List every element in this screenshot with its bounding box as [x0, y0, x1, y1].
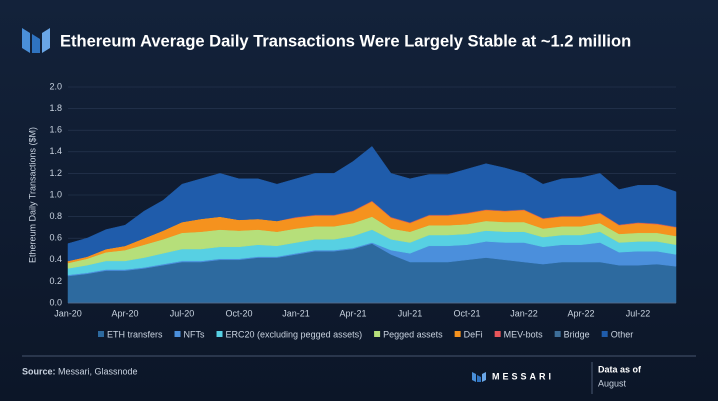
x-tick-label: Oct-21: [453, 308, 480, 318]
x-tick-label: Oct-20: [225, 308, 252, 318]
legend-label: NFTs: [184, 329, 205, 339]
legend-item: Other: [601, 329, 634, 339]
date-note: Data as of: [598, 364, 642, 374]
legend-swatch: [554, 331, 561, 337]
legend-label: Pegged assets: [383, 329, 443, 339]
chart-title: Ethereum Average Daily Transactions Were…: [60, 32, 631, 50]
brand: MESSARI: [492, 371, 554, 381]
legend-swatch: [374, 331, 381, 337]
y-tick-label: 1.6: [49, 125, 62, 135]
legend-label: ETH transfers: [107, 329, 163, 339]
source: Messari, Glassnode: [58, 366, 138, 376]
area: [67, 146, 677, 262]
legend-swatch: [98, 331, 104, 337]
x-tick-label: Jul-21: [398, 308, 423, 318]
legend-swatch: [174, 331, 181, 337]
y-axis-label: Ethereum Daily Transactions ($M): [27, 127, 37, 263]
y-tick-label: 1.4: [49, 146, 62, 156]
x-tick-label: Jan-21: [282, 308, 310, 318]
legend-item: Bridge: [554, 329, 590, 339]
legend-swatch: [454, 331, 461, 337]
x-tick-label: Apr-20: [111, 308, 138, 318]
legend-label: DeFi: [464, 329, 483, 339]
legend-swatch: [216, 331, 223, 337]
legend-item: MEV-bots: [494, 329, 544, 339]
y-tick-label: 1.0: [49, 189, 62, 199]
x-tick-label: Jan-20: [54, 308, 82, 318]
x-tick-label: Apr-21: [339, 308, 366, 318]
legend-item: ETH transfers: [98, 329, 163, 339]
x-tick-label: Jul-22: [626, 308, 651, 318]
legend-item: DeFi: [454, 329, 483, 339]
x-tick-label: Jul-20: [170, 308, 195, 318]
legend-item: NFTs: [174, 329, 205, 339]
legend-label: ERC20 (excluding pegged assets): [226, 329, 363, 339]
y-tick-label: 0.6: [49, 233, 62, 243]
y-tick-label: 0.2: [49, 276, 62, 286]
date-value: August: [598, 378, 627, 388]
legend-swatch: [601, 331, 608, 337]
legend-swatch: [494, 331, 501, 337]
logo: [22, 28, 50, 53]
y-tick-label: 0.8: [49, 211, 62, 221]
y-tick-label: 0.4: [49, 254, 62, 264]
legend-item: Pegged assets: [374, 329, 443, 339]
legend-label: Bridge: [564, 329, 590, 339]
y-tick-label: 1.8: [49, 103, 62, 113]
x-tick-label: Apr-22: [567, 308, 594, 318]
x-tick-label: Jan-22: [510, 308, 538, 318]
brand-logo: [472, 372, 486, 382]
legend-label: Other: [611, 329, 634, 339]
legend-item: ERC20 (excluding pegged assets): [216, 329, 363, 339]
legend-label: MEV-bots: [504, 329, 544, 339]
y-tick-label: 0.0: [49, 297, 62, 307]
y-tick-label: 2.0: [49, 81, 62, 91]
source-label: Source:: [22, 366, 56, 376]
y-tick-label: 1.2: [49, 168, 62, 178]
